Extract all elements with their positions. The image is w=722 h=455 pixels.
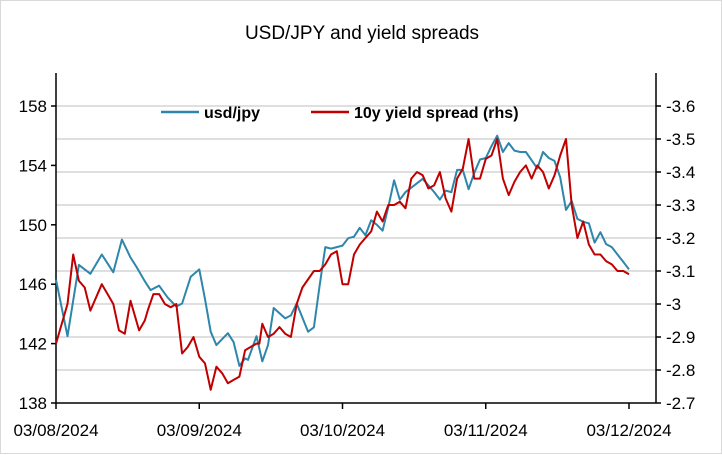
legend-yield-spread-label: 10y yield spread (rhs) [354,105,519,122]
left-tick-label-5: 158 [19,97,47,116]
right-tick-label-3: -3 [666,295,681,314]
legend-usdjpy-label: usd/jpy [204,105,260,122]
left-tick-label-1: 142 [19,335,47,354]
left-tick-label-3: 150 [19,216,47,235]
series-layer [55,134,630,391]
right-tick-label-2: -2.9 [666,328,695,347]
chart-title: USD/JPY and yield spreads [245,23,479,44]
x-tick-label-0: 03/08/2024 [13,421,98,440]
series-line-yield-spread [55,138,630,391]
x-tick-label-3: 03/11/2024 [444,421,528,440]
right-tick-label-4: -3.1 [666,262,695,281]
right-tick-label-6: -3.3 [666,196,695,215]
x-tick-label-4: 03/12/2024 [586,421,671,440]
x-tick-label-1: 03/09/2024 [157,421,242,440]
right-tick-label-8: -3.5 [666,130,695,149]
x-tick-label-2: 03/10/2024 [300,421,385,440]
series-line-usdjpy [55,134,630,367]
right-tick-label-1: -2.8 [666,361,695,380]
left-tick-label-4: 154 [19,156,47,175]
right-tick-label-5: -3.2 [666,229,695,248]
right-tick-label-0: -2.7 [666,394,695,413]
left-tick-label-0: 138 [19,394,47,413]
legend: usd/jpy 10y yield spread (rhs) [161,105,519,122]
right-tick-label-7: -3.4 [666,163,695,182]
right-tick-label-9: -3.6 [666,97,695,116]
axes: 138 142 146 150 154 158 -2.7 -2.8 -2.9 -3 -3.1 -3.2… [13,73,695,440]
gridlines [56,105,656,404]
left-tick-label-2: 146 [19,275,47,294]
